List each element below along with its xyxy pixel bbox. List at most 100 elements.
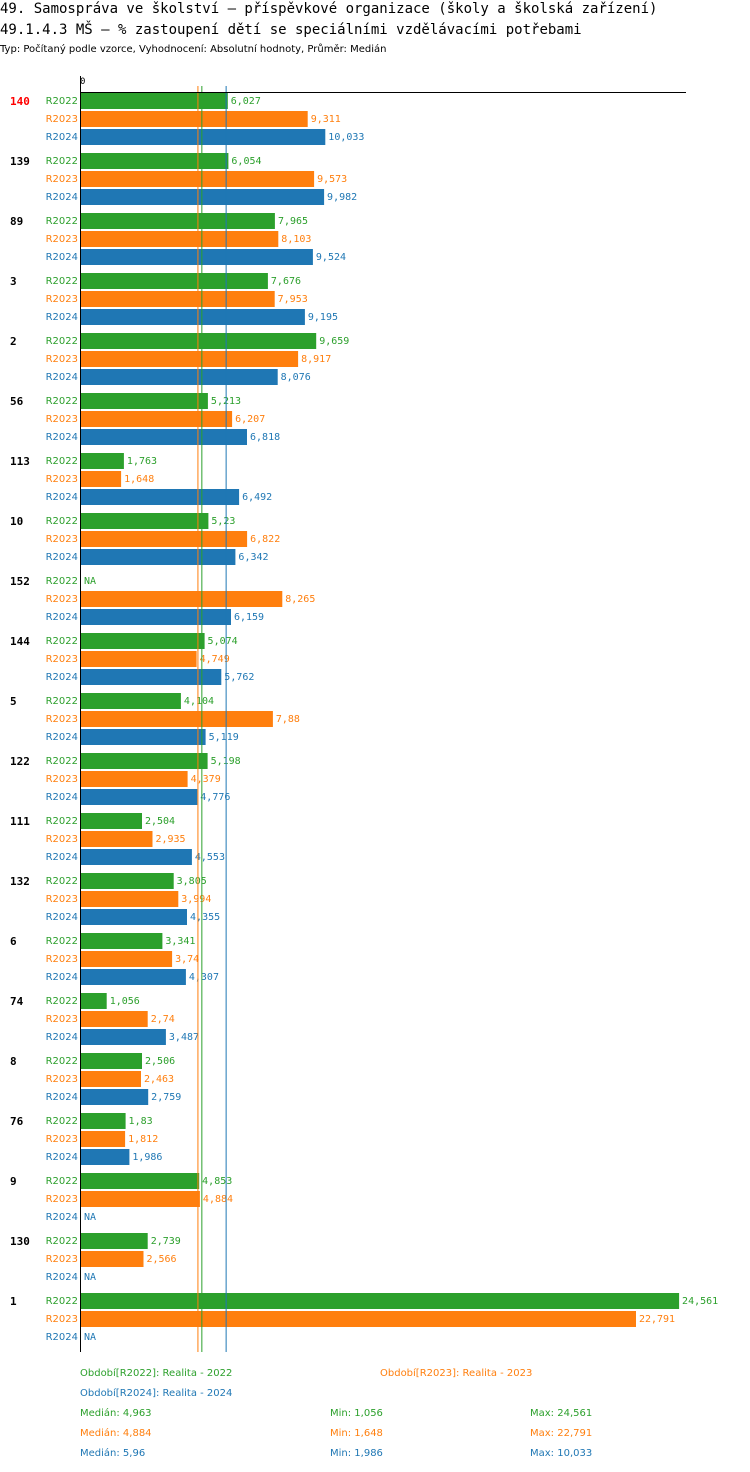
bar [81, 411, 233, 427]
value-label: 2,759 [151, 1092, 181, 1103]
value-label: 3,805 [177, 876, 207, 887]
value-label: 7,965 [278, 216, 308, 227]
category-label: 6 [10, 935, 17, 948]
value-label: NA [84, 1212, 96, 1223]
bar [81, 309, 305, 325]
bar [81, 189, 325, 205]
series-label: R2023 [46, 294, 78, 305]
bar [81, 1191, 200, 1207]
value-label: 9,524 [316, 252, 346, 263]
value-label: 2,566 [146, 1254, 176, 1265]
series-label: R2024 [46, 1272, 78, 1283]
series-label: R2023 [46, 114, 78, 125]
series-label: R2022 [46, 936, 78, 947]
legend-min-r2024: Min: 1,986 [330, 1448, 383, 1459]
value-label: 9,311 [311, 114, 341, 125]
value-label: NA [84, 576, 96, 587]
series-label: R2024 [46, 552, 78, 563]
bar [81, 993, 107, 1009]
bar [81, 873, 174, 889]
series-label: R2024 [46, 132, 78, 143]
value-label: 1,763 [127, 456, 157, 467]
series-label: R2023 [46, 594, 78, 605]
bar [81, 273, 268, 289]
bar [81, 1149, 130, 1165]
bar [81, 549, 236, 565]
value-label: 4,776 [200, 792, 230, 803]
bar [81, 1311, 636, 1327]
bar [81, 1113, 126, 1129]
value-label: 1,986 [132, 1152, 162, 1163]
bar [81, 693, 181, 709]
value-label: NA [84, 1332, 96, 1343]
legend-max-r2022: Max: 24,561 [530, 1408, 593, 1419]
series-label: R2022 [46, 216, 78, 227]
legend-period-r2024: Období[R2024]: Realita - 2024 [80, 1388, 233, 1399]
category-label: 10 [10, 515, 23, 528]
category-label: 9 [10, 1175, 17, 1188]
bar [81, 1071, 141, 1087]
value-label: 7,953 [278, 294, 308, 305]
value-label: 24,561 [682, 1296, 718, 1307]
bar [81, 1029, 166, 1045]
bar [81, 651, 197, 667]
value-label: 2,504 [145, 816, 175, 827]
legend-min-r2023: Min: 1,648 [330, 1428, 383, 1439]
series-label: R2023 [46, 1014, 78, 1025]
value-label: 9,982 [327, 192, 357, 203]
series-label: R2023 [46, 714, 78, 725]
bar [81, 351, 299, 367]
bar [81, 393, 208, 409]
value-label: 1,812 [128, 1134, 158, 1145]
series-label: R2022 [46, 1296, 78, 1307]
bar [81, 591, 283, 607]
value-label: 6,054 [231, 156, 261, 167]
category-label: 144 [10, 635, 30, 648]
series-label: R2023 [46, 474, 78, 485]
value-label: 2,506 [145, 1056, 175, 1067]
series-label: R2023 [46, 234, 78, 245]
series-label: R2022 [46, 1176, 78, 1187]
value-label: 4,355 [190, 912, 220, 923]
series-label: R2022 [46, 996, 78, 1007]
value-label: 2,463 [144, 1074, 174, 1085]
series-label: R2024 [46, 912, 78, 923]
value-label: 4,379 [191, 774, 221, 785]
bar [81, 1233, 148, 1249]
bar [81, 891, 179, 907]
value-label: 3,487 [169, 1032, 199, 1043]
bar [81, 1011, 148, 1027]
bar [81, 729, 206, 745]
series-label: R2022 [46, 1116, 78, 1127]
value-label: 1,83 [129, 1116, 153, 1127]
series-label: R2022 [46, 876, 78, 887]
series-label: R2024 [46, 432, 78, 443]
series-label: R2023 [46, 354, 78, 365]
legend-min-r2022: Min: 1,056 [330, 1408, 383, 1419]
legend-max-r2024: Max: 10,033 [530, 1448, 593, 1459]
legend-median-r2024: Medián: 5,96 [80, 1448, 146, 1459]
bar [81, 369, 278, 385]
value-label: 8,917 [301, 354, 331, 365]
value-label: 1,648 [124, 474, 154, 485]
bar [81, 711, 273, 727]
bar [81, 429, 247, 445]
value-label: 5,119 [209, 732, 239, 743]
value-label: 6,342 [238, 552, 268, 563]
value-label: 9,195 [308, 312, 338, 323]
legend-period-r2023: Období[R2023]: Realita - 2023 [380, 1368, 533, 1379]
axis-zero-label: 0 [80, 77, 85, 87]
value-label: 7,676 [271, 276, 301, 287]
bar [81, 1251, 144, 1267]
series-label: R2024 [46, 1212, 78, 1223]
bar [81, 753, 208, 769]
series-label: R2022 [46, 1056, 78, 1067]
bar [81, 1089, 149, 1105]
value-label: 22,791 [639, 1314, 675, 1325]
category-label: 76 [10, 1115, 24, 1128]
value-label: 4,553 [195, 852, 225, 863]
value-label: 7,88 [276, 714, 300, 725]
chart-title-line1: 49. Samospráva ve školství – příspěvkové… [0, 1, 658, 17]
category-label: 130 [10, 1235, 30, 1248]
